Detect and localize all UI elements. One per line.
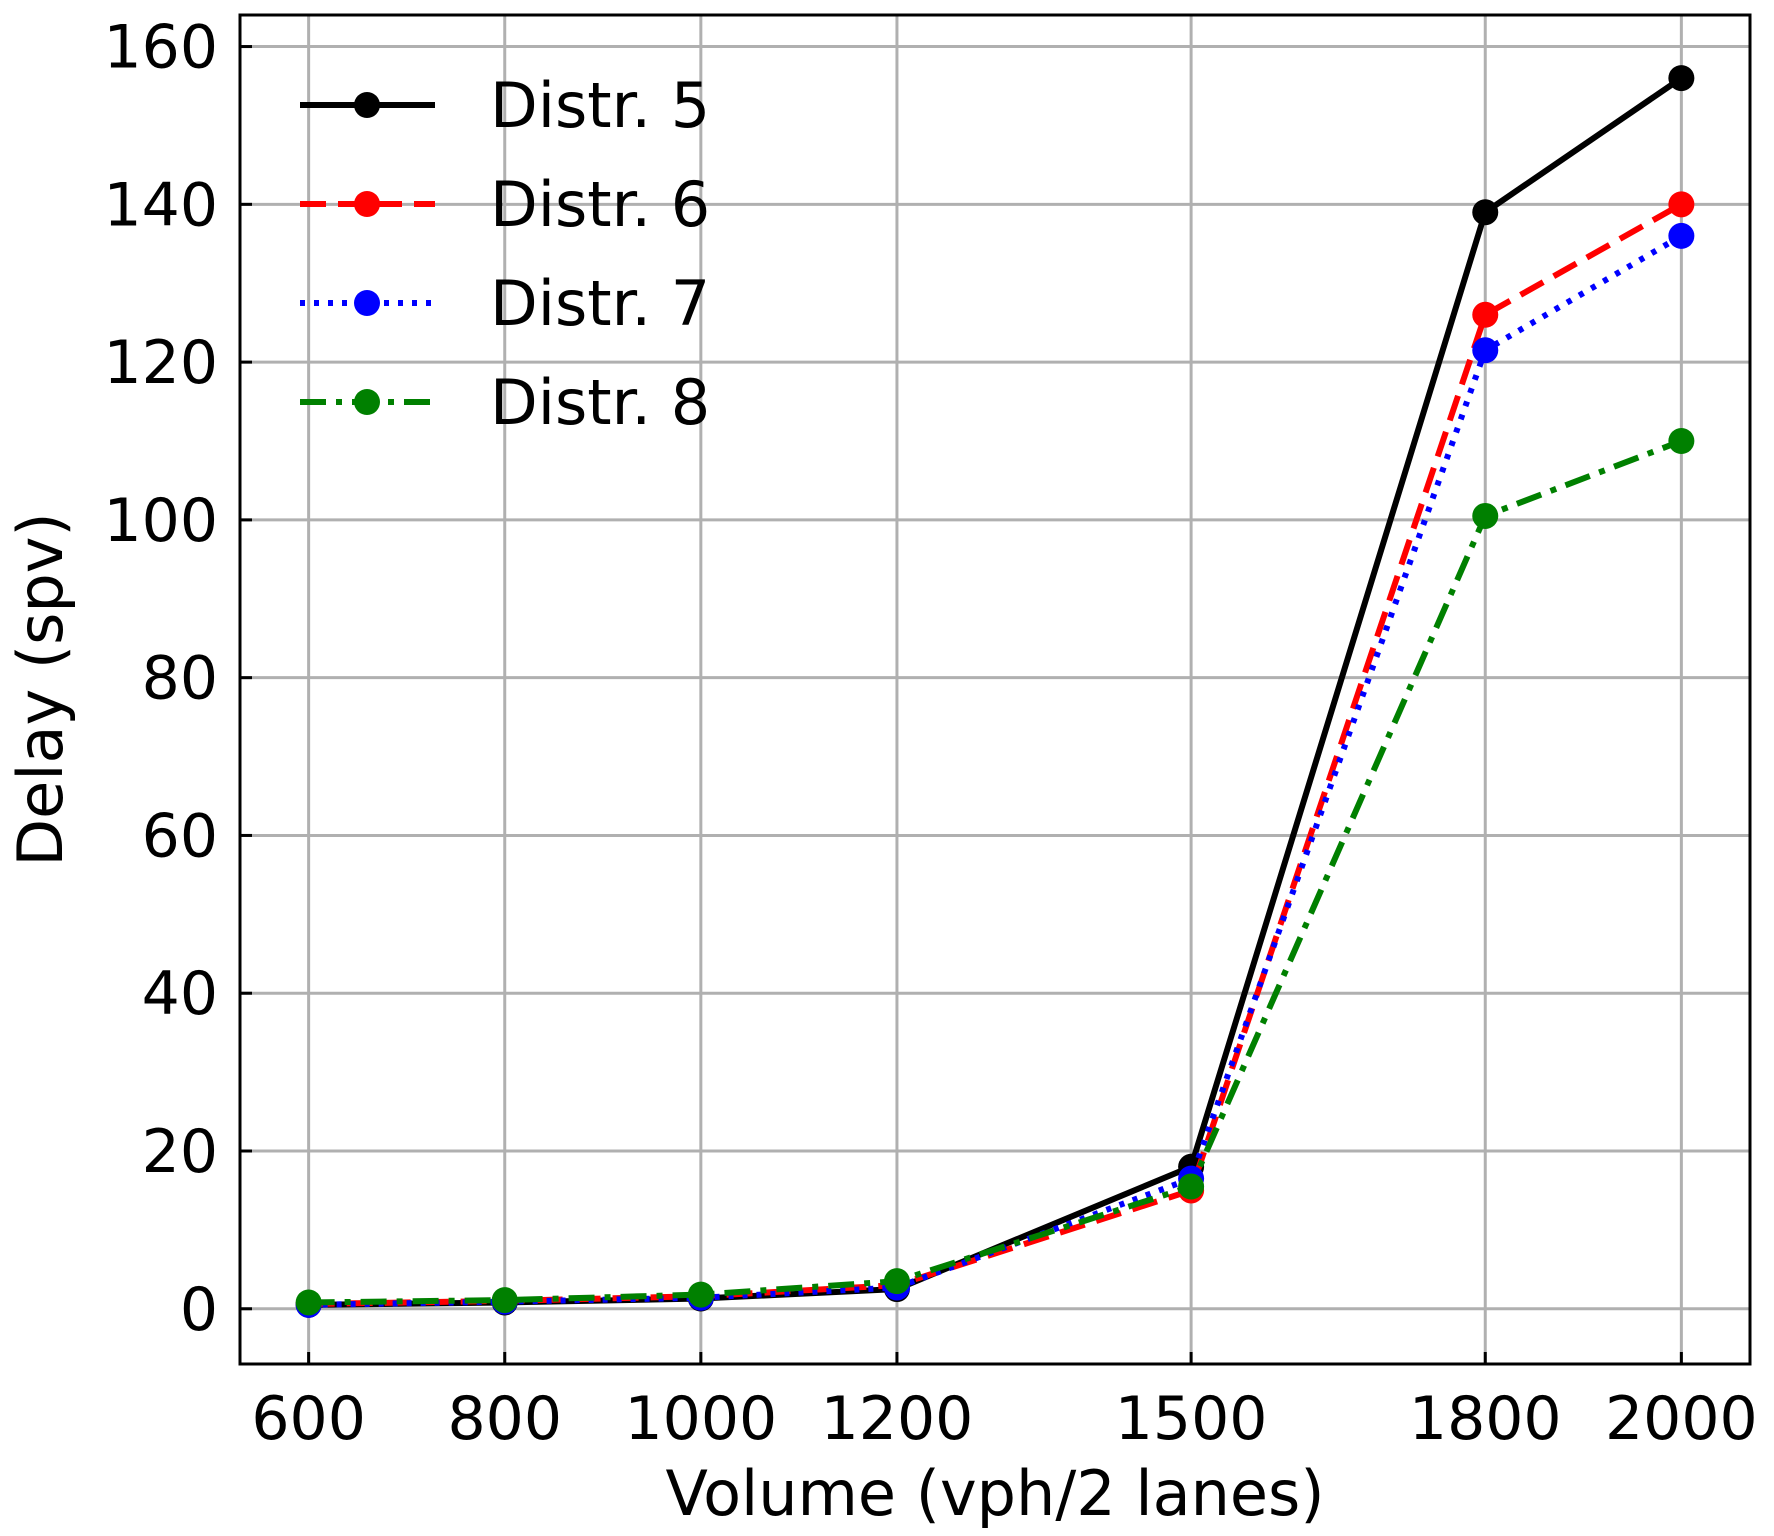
series-lines (295, 65, 1695, 1318)
series-4 (295, 428, 1695, 1316)
data-point (1668, 222, 1695, 249)
data-point (1472, 199, 1499, 226)
data-point (1472, 337, 1499, 364)
legend-label: Distr. 8 (490, 366, 710, 439)
y-tick-label: 40 (142, 959, 218, 1029)
data-point (1178, 1173, 1205, 1200)
y-tick-label: 20 (142, 1117, 218, 1187)
data-point (1668, 191, 1695, 218)
data-point (295, 1289, 322, 1316)
x-axis-label: Volume (vph/2 lanes) (665, 1457, 1324, 1530)
data-point (491, 1287, 518, 1314)
legend-marker (354, 92, 380, 118)
plot-frame (238, 13, 1752, 1366)
data-point (883, 1268, 910, 1295)
y-tick-label: 80 (142, 644, 218, 714)
legend-marker (354, 191, 380, 217)
x-tick-label: 1200 (821, 1384, 974, 1454)
data-point (687, 1281, 714, 1308)
legend-entry: Distr. 6 (300, 168, 710, 241)
x-tick-label: 1800 (1409, 1384, 1562, 1454)
legend-label: Distr. 6 (490, 168, 710, 241)
y-tick-label: 140 (103, 170, 218, 240)
legend-marker (354, 389, 380, 415)
legend-marker (354, 290, 380, 316)
series-line (308, 75, 1684, 1308)
legend: Distr. 5 Distr. 6 Distr. 7 Distr. 8 (300, 69, 710, 439)
data-point (1472, 301, 1499, 328)
data-point (1472, 502, 1499, 529)
legend-label: Distr. 5 (490, 69, 710, 142)
y-tick-label: 160 (103, 13, 218, 83)
legend-entry: Distr. 7 (300, 267, 710, 340)
legend-label: Distr. 7 (490, 267, 710, 340)
axis-ticks: 600 800 1000 1200 1500 1800 2000 0 20 40 60 80 100 12… (103, 13, 1757, 1454)
series-line (308, 438, 1683, 1306)
legend-entry: Distr. 5 (300, 69, 710, 142)
data-point (1668, 428, 1695, 454)
legend-entry: Distr. 8 (300, 366, 710, 439)
grid-lines (240, 15, 1750, 1364)
y-tick-label: 120 (103, 328, 218, 398)
y-tick-label: 100 (103, 486, 218, 556)
x-tick-label: 1000 (624, 1384, 777, 1454)
y-tick-label: 60 (142, 801, 218, 871)
x-tick-label: 1500 (1115, 1384, 1268, 1454)
y-axis-label: Delay (spv) (4, 512, 77, 866)
x-tick-label: 2000 (1605, 1384, 1758, 1454)
data-point (1668, 65, 1695, 92)
x-tick-label: 600 (251, 1384, 366, 1454)
x-tick-label: 800 (447, 1384, 562, 1454)
y-tick-label: 0 (180, 1275, 218, 1345)
